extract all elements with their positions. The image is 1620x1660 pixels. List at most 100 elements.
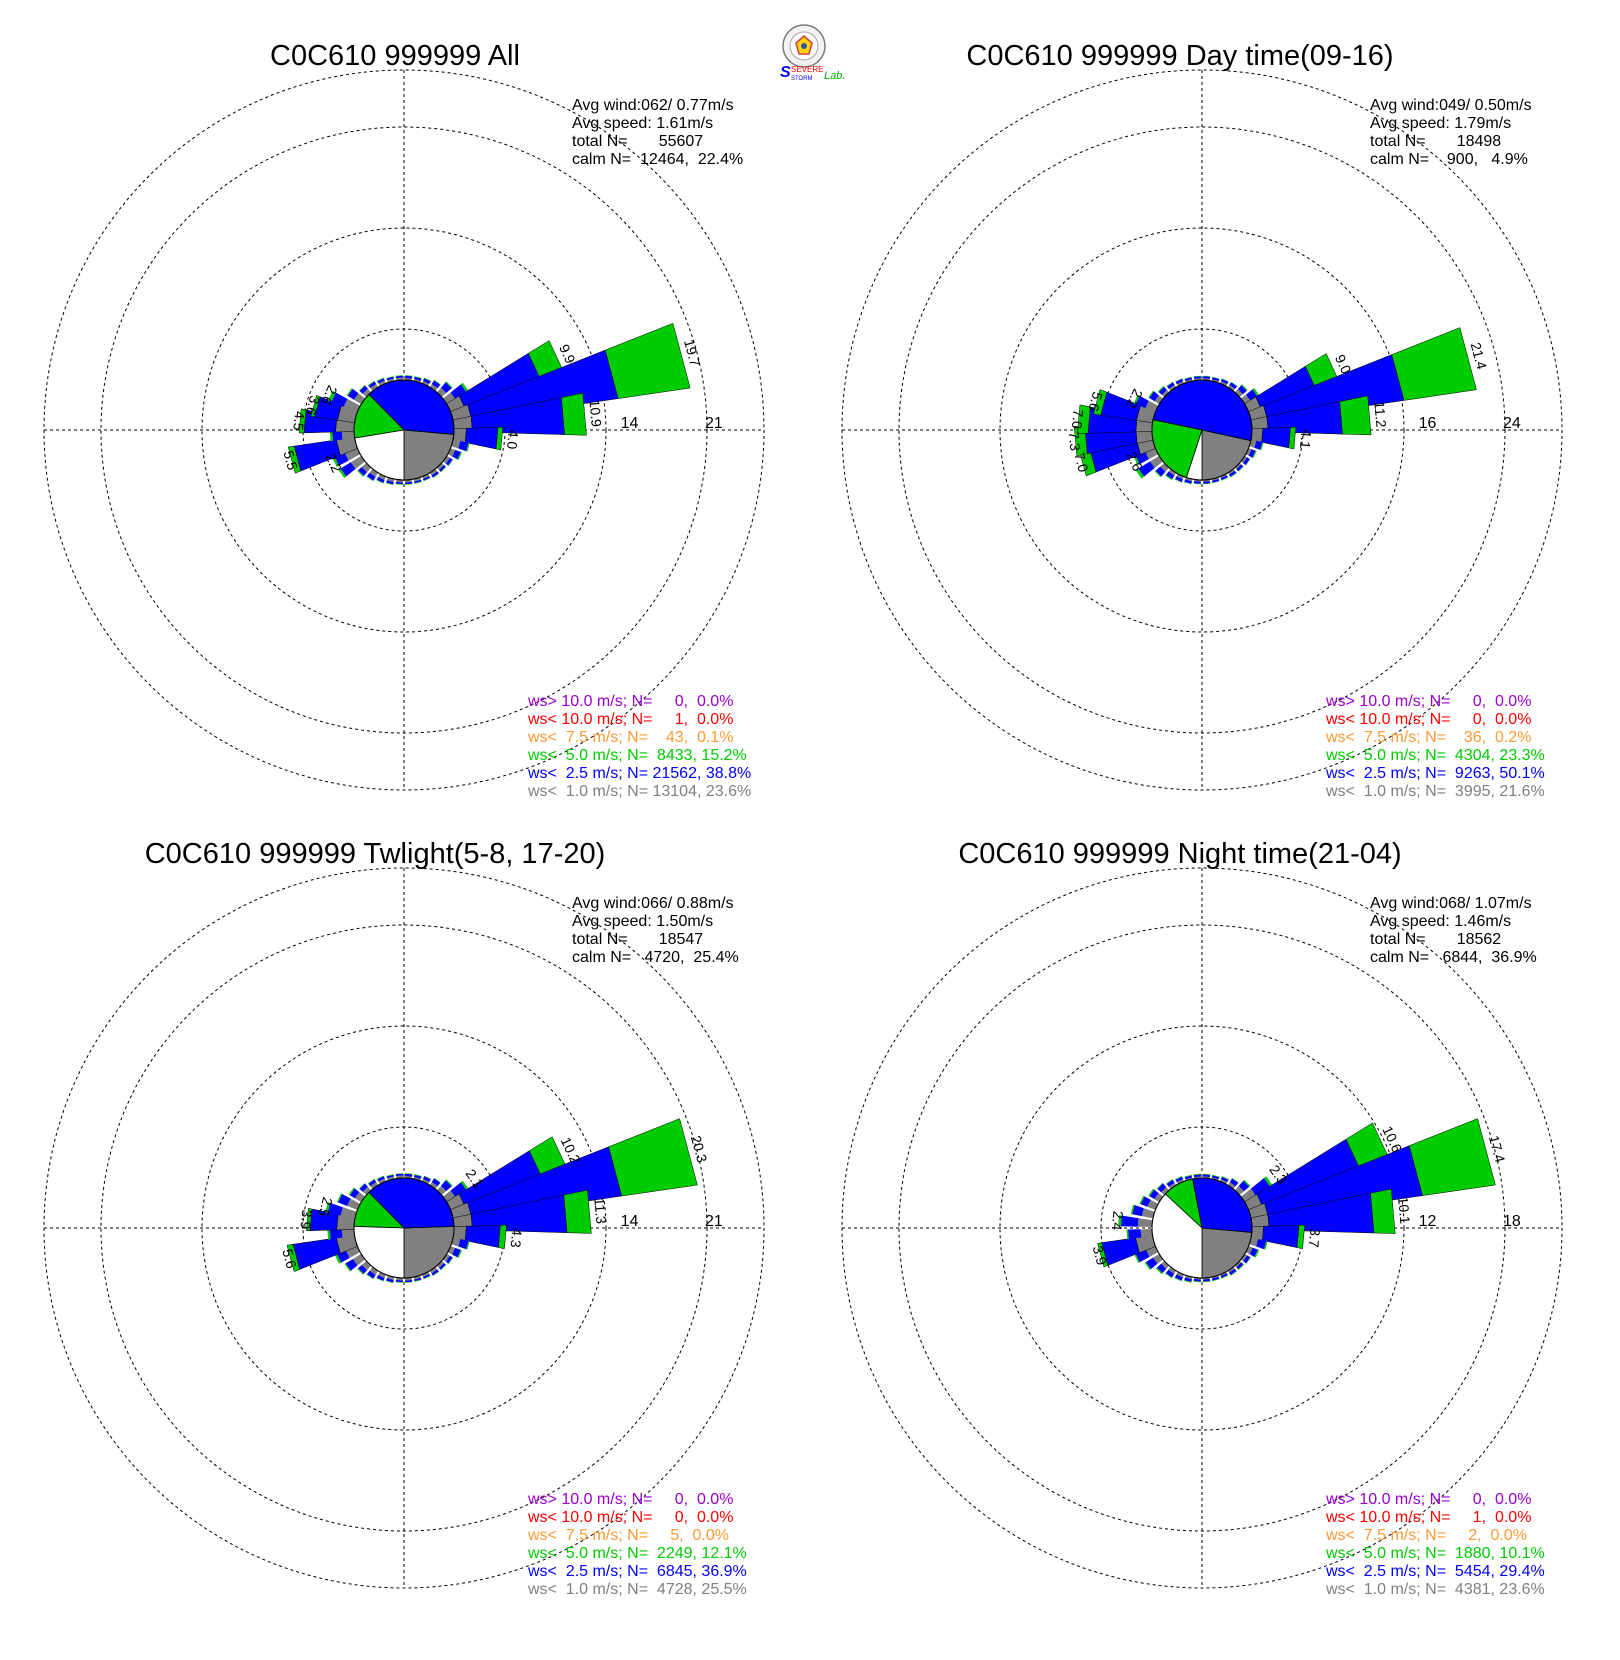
petal-segment-55 [1241,1188,1256,1203]
petal-segment-35 [431,1178,441,1187]
petal-segment-125 [443,1253,450,1262]
petal-segment-45 [1243,1179,1251,1187]
calm-pie-slice-lt1 [403,1225,455,1279]
petal-label: 7.0 [1071,451,1092,474]
petal-segment-195 [386,477,395,483]
petal-label: 7.0 [1069,409,1087,430]
petal-segment-45 [1241,384,1248,391]
petal-segment-15 [1212,1174,1220,1178]
legend-entry-lt2_5: ws< 2.5 m/s; N= 9263, 50.1% [1325,765,1545,782]
petal-segment-165 [1212,480,1220,484]
petal-segment-235 [352,1253,365,1266]
info-line: Avg wind:062/ 0.77m/s [572,97,734,114]
petal-segment-145 [432,473,440,478]
petal-segment-165 [414,481,422,484]
petal-segment-45 [437,387,447,397]
petal-segment-25 [423,1176,431,1182]
petal-label: 3.7 [1306,1227,1324,1248]
petal-segment-125 [1243,457,1250,466]
petal-segment-165 [1212,478,1220,483]
grid-ring-2 [999,1025,1405,1431]
petal-segment-345 [386,376,394,379]
petal-segment-145 [1230,1270,1237,1276]
petal-segment-295 [1145,400,1159,412]
petal-segment-55 [1250,1178,1271,1196]
petal-segment-105 [466,442,470,452]
petal-segment-345 [386,376,394,381]
petal-segment-105 [458,1239,469,1250]
petal-segment-145 [1230,472,1237,478]
petal-segment-345 [386,1174,394,1179]
petal-label: 4.1 [1297,429,1315,450]
petal-segment-315 [1161,389,1169,397]
petal-segment-235 [338,468,347,479]
petal-segment-75 [608,1118,698,1197]
petal-segment-215 [366,1270,376,1279]
petal-label: 4.0 [504,429,522,450]
petal-label: 2.2 [1123,386,1146,411]
petal-segment-25 [422,1179,430,1185]
petal-segment-125 [1246,1257,1251,1264]
petal-segment-165 [1212,1276,1220,1281]
petal-segment-135 [437,463,444,470]
petal-segment-115 [457,452,462,460]
petal-segment-215 [369,469,379,477]
petal-segment-15 [1212,376,1220,380]
petal-segment-225 [1155,1267,1163,1275]
petal-segment-125 [1245,459,1251,466]
petal-segment-155 [1221,1275,1229,1279]
petal-label: 3.6 [303,394,324,417]
petal-segment-105 [1256,1239,1267,1250]
petal-segment-35 [1227,384,1236,391]
petal-segment-335 [377,1176,385,1182]
petal-segment-45 [441,1180,452,1191]
petal-segment-105 [451,1237,461,1247]
windrose-panel-2: 816249.021.411.24.12.67.07.37.05.62.2C0C… [841,40,1563,800]
petal-segment-105 [1260,442,1264,451]
petal-segment-245 [346,1246,361,1258]
petal-segment-145 [429,469,438,476]
petal-segment-235 [350,455,365,469]
petal-label: 10.1 [1395,1196,1413,1225]
petal-segment-255 [1097,1242,1109,1268]
petal-segment-215 [366,476,374,482]
legend-entry-lt5: ws< 5.0 m/s; N= 2249, 12.1% [527,1545,747,1562]
legend-entry-lt2_5: ws< 2.5 m/s; N= 5454, 29.4% [1325,1563,1545,1580]
petal-label: 5.5 [280,449,301,472]
ring-label: 14 [621,415,639,432]
petal-segment-55 [450,1182,467,1197]
petal-segment-175 [1203,1281,1211,1283]
legend-entry-lt2_5: ws< 2.5 m/s; N= 6845, 36.9% [527,1563,747,1580]
legend-entry-gt10: ws> 10.0 m/s; N= 0, 0.0% [527,693,733,710]
petal-segment-155 [1220,1271,1227,1276]
petal-segment-135 [437,1261,444,1268]
petal-segment-35 [429,384,438,391]
petal-segment-95 [498,1224,507,1249]
petal-segment-335 [378,1178,386,1185]
petal-segment-215 [369,1267,379,1275]
petal-segment-345 [387,378,395,383]
petal-segment-285 [1132,1205,1144,1217]
info-line: Avg wind:066/ 0.88m/s [572,895,734,912]
petal-segment-195 [1185,1275,1193,1280]
petal-segment-265 [1128,1229,1142,1240]
petal-segment-195 [1185,477,1193,482]
petal-segment-195 [386,1278,394,1283]
petal-label: 17.4 [1486,1134,1509,1165]
petal-segment-255 [287,445,302,474]
petal-segment-35 [431,380,441,389]
petal-segment-35 [1227,1182,1236,1189]
petal-segment-345 [1184,1174,1192,1178]
petal-segment-135 [439,1263,446,1270]
petal-segment-5 [1203,375,1211,377]
petal-segment-5 [405,375,413,377]
petal-segment-105 [1264,1240,1268,1250]
petal-segment-205 [1176,1271,1184,1278]
petal-segment-245 [344,448,361,461]
petal-segment-295 [338,1194,351,1206]
petal-segment-235 [345,1259,358,1271]
petal-segment-275 [298,408,307,434]
petal-segment-25 [1220,381,1228,387]
petal-segment-105 [1249,1237,1259,1247]
petal-segment-5 [405,1173,413,1175]
